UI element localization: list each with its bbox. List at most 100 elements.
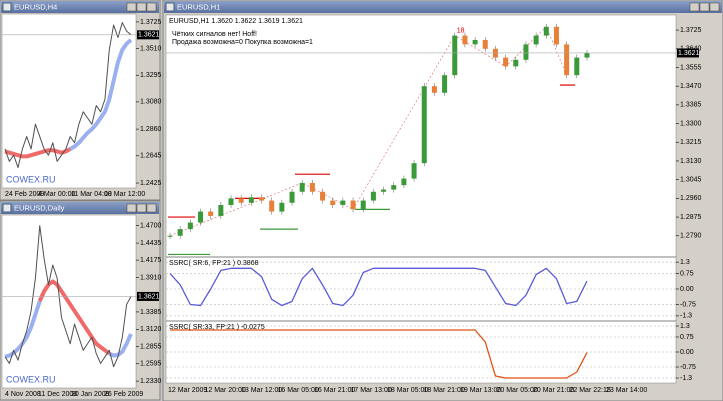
candle <box>218 204 224 216</box>
candle <box>401 178 407 186</box>
candle <box>320 191 326 201</box>
moving-average <box>69 38 133 151</box>
window-icon <box>165 2 175 12</box>
price-tag: 1.3621 <box>138 32 160 39</box>
watermark: COWEX.RU <box>6 174 56 184</box>
candle <box>167 235 173 237</box>
y-tick-label: 0.75 <box>680 270 694 277</box>
x-tick-label: 18 Mar 21:00 <box>424 387 465 394</box>
x-tick-label: 16 Mar 21:00 <box>314 387 355 394</box>
candle <box>431 86 437 93</box>
candle <box>462 35 468 45</box>
y-tick-label: 0.00 <box>680 286 694 293</box>
moving-average <box>37 279 111 356</box>
candle <box>279 202 285 212</box>
x-tick-label: 26 Feb 2009 <box>104 391 143 398</box>
y-tick-label: 1.3385 <box>140 309 162 316</box>
x-tick-label: 11 Mar 04:00 <box>71 191 112 198</box>
candle <box>187 222 193 230</box>
candle <box>452 35 458 76</box>
x-tick-label: 4 Mar 00:00 <box>38 191 75 198</box>
minimize-button[interactable] <box>126 203 137 213</box>
y-tick-label: -0.75 <box>680 364 696 371</box>
window-title: EURUSD,H1 <box>177 2 220 11</box>
x-tick-label: 13 Mar 12:00 <box>241 387 282 394</box>
price-tag-bg <box>137 30 159 40</box>
x-tick-label: 12 Mar 2009 <box>168 387 207 394</box>
candle <box>442 75 448 93</box>
y-tick-label: 1.2960 <box>680 195 702 202</box>
close-button[interactable] <box>709 2 720 12</box>
title-bar <box>1 1 159 13</box>
signal-message: Продажа возможна=0 Покупка возможна=1 <box>172 39 313 46</box>
candle <box>513 59 519 67</box>
y-tick-label: 1.2595 <box>140 361 162 368</box>
pivot-annotation: 18 <box>457 27 465 34</box>
y-tick-label: 1.2425 <box>140 180 162 187</box>
candle <box>330 200 336 205</box>
candle <box>543 26 549 36</box>
maximize-button[interactable] <box>136 2 147 12</box>
candle <box>472 39 478 45</box>
candle <box>564 44 570 76</box>
minimize-button[interactable] <box>126 2 137 12</box>
minimize-button[interactable] <box>689 2 700 12</box>
y-tick-label: -0.75 <box>680 301 696 308</box>
oscillator <box>170 329 588 379</box>
moving-average <box>108 333 133 358</box>
maximize-button[interactable] <box>699 2 710 12</box>
candle <box>248 197 254 203</box>
y-tick-label: 1.3045 <box>680 177 702 184</box>
x-tick-label: 23 Mar 14:00 <box>606 387 647 394</box>
y-tick-label: 1.3470 <box>680 83 702 90</box>
price-tag-bg <box>677 48 699 58</box>
y-tick-label: 1.3555 <box>680 64 702 71</box>
title-bar <box>164 1 722 13</box>
x-tick-label: 18 Mar 12:00 <box>104 191 145 198</box>
y-tick-label: 1.3510 <box>140 45 162 52</box>
y-tick-label: 1.4700 <box>140 223 162 230</box>
window-icon <box>2 203 12 213</box>
x-tick-label: 24 Feb 2009 <box>5 191 44 198</box>
x-tick-label: 17 Mar 13:00 <box>351 387 392 394</box>
close-button[interactable] <box>146 203 157 213</box>
candle <box>360 200 366 210</box>
candle <box>177 229 183 236</box>
candle <box>411 163 417 179</box>
candle <box>198 211 204 223</box>
price-tag: 1.3621 <box>138 293 160 300</box>
close-button[interactable] <box>146 2 157 12</box>
candle <box>259 197 265 201</box>
price-line-series <box>4 225 132 368</box>
window-title: EURUSD,H4 <box>14 2 57 11</box>
indicator-label: SSRC( SR:33, FP:21 ) -0.0275 <box>169 324 265 331</box>
plot-area <box>1 13 137 189</box>
x-tick-label: 18 Mar 05:00 <box>387 387 428 394</box>
price-tag: 1.3621 <box>678 50 700 57</box>
candle <box>574 57 580 76</box>
y-tick-label: 1.3 <box>680 323 690 330</box>
y-tick-label: 1.3725 <box>680 27 702 34</box>
x-tick-label: 11 Dec 2008 <box>38 391 77 398</box>
y-tick-label: 1.2875 <box>680 214 702 221</box>
y-tick-label: 1.3080 <box>140 99 162 106</box>
candle <box>523 44 529 60</box>
window-icon <box>2 2 12 12</box>
watermark: COWEX.RU <box>6 374 56 384</box>
x-tick-label: 20 Mar 21:00 <box>533 387 574 394</box>
candle <box>228 198 234 205</box>
oscillator <box>169 267 588 307</box>
title-bar <box>1 202 159 214</box>
y-tick-label: 1.3725 <box>140 19 162 26</box>
maximize-button[interactable] <box>136 203 147 213</box>
y-tick-label: 1.2855 <box>140 344 162 351</box>
x-tick-label: 12 Mar 20:00 <box>205 387 246 394</box>
y-tick-label: 1.2790 <box>680 233 702 240</box>
price-line-series <box>4 22 132 169</box>
candle <box>370 191 376 201</box>
y-tick-label: 1.3215 <box>680 139 702 146</box>
candle <box>269 200 275 212</box>
x-tick-label: 16 Mar 05:00 <box>278 387 319 394</box>
y-tick-label: 0.75 <box>680 334 694 341</box>
